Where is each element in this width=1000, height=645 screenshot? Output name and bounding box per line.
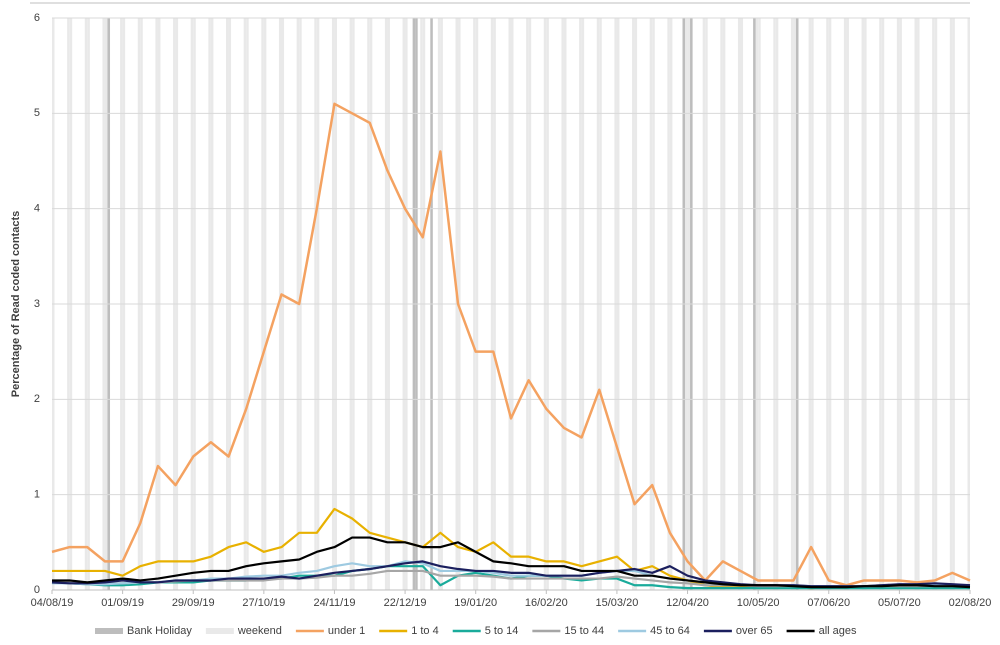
x-tick-label: 16/02/20: [525, 597, 568, 609]
y-tick-label: 5: [34, 107, 40, 119]
legend-label: Bank Holiday: [127, 625, 192, 637]
y-tick-label: 2: [34, 393, 40, 405]
x-tick-label: 01/09/19: [101, 597, 144, 609]
x-tick-label: 05/07/20: [878, 597, 921, 609]
y-tick-label: 3: [34, 298, 40, 310]
series-line: [52, 536, 971, 589]
x-tick-label: 02/08/20: [949, 597, 992, 609]
y-tick-label: 0: [34, 584, 40, 596]
x-tick-label: 04/08/19: [31, 597, 74, 609]
x-tick-label: 19/01/20: [454, 597, 497, 609]
x-tick-label: 10/05/20: [737, 597, 780, 609]
legend-label: 5 to 14: [485, 625, 519, 637]
x-tick-label: 29/09/19: [172, 597, 215, 609]
y-tick-label: 1: [34, 489, 40, 501]
x-tick-label: 12/04/20: [666, 597, 709, 609]
x-tick-label: 15/03/20: [596, 597, 639, 609]
legend-label: 45 to 64: [650, 625, 690, 637]
legend-label: all ages: [819, 625, 857, 637]
y-tick-label: 6: [34, 12, 40, 24]
legend-label: weekend: [237, 625, 282, 637]
y-axis-label: Percentage of Read coded contacts: [10, 211, 22, 397]
x-tick-label: 22/12/19: [384, 597, 427, 609]
legend-label: 15 to 44: [564, 625, 604, 637]
series-line: [51, 102, 971, 587]
legend-label: under 1: [328, 625, 365, 637]
x-tick-label: 27/10/19: [242, 597, 285, 609]
y-tick-label: 4: [34, 203, 40, 215]
legend-label: 1 to 4: [411, 625, 439, 637]
legend-label: over 65: [736, 625, 773, 637]
x-tick-label: 07/06/20: [807, 597, 850, 609]
x-tick-label: 24/11/19: [313, 597, 355, 609]
